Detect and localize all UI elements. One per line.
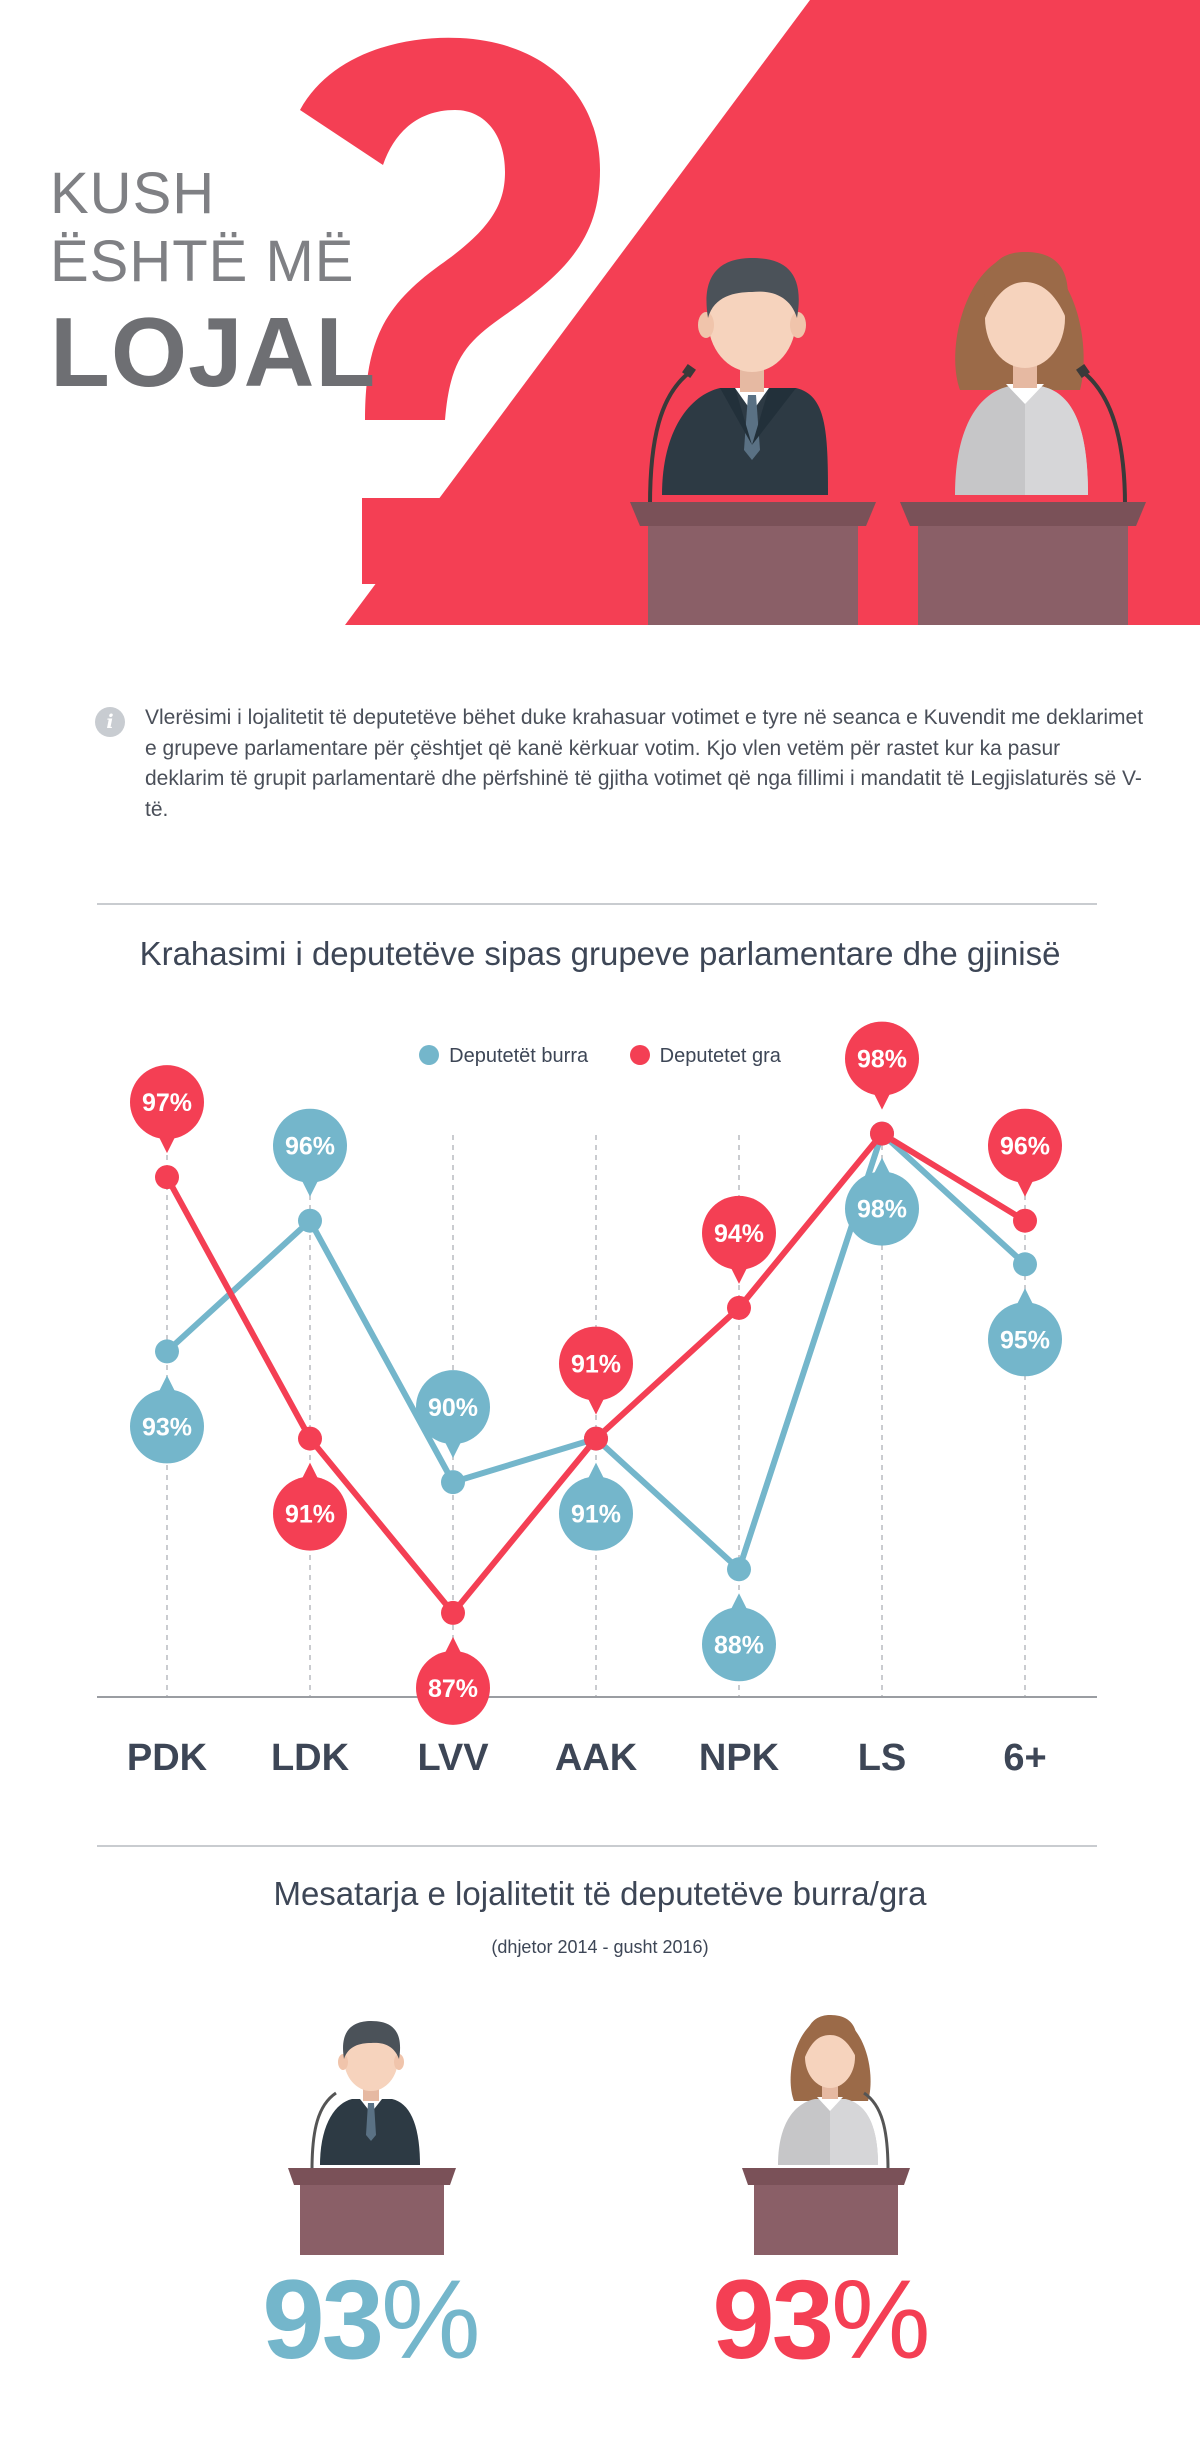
legend-label-women: Deputetet gra bbox=[659, 1045, 781, 1068]
value-bubble-men bbox=[702, 1607, 776, 1682]
legend-swatch-men bbox=[419, 1045, 440, 1066]
value-bubble-women bbox=[845, 1021, 919, 1096]
x-tick-label: 6+ bbox=[1003, 1737, 1046, 1779]
intro-text: Vlerësimi i lojalitetit të deputetëve bë… bbox=[145, 706, 1144, 821]
x-tick-label: LS bbox=[858, 1737, 907, 1779]
average-women-number: 93 bbox=[712, 2257, 834, 2382]
legend-item-women: Deputetet gra bbox=[629, 1045, 781, 1068]
data-label-women: 94% bbox=[714, 1220, 764, 1248]
podium-left-icon bbox=[630, 502, 876, 625]
legend-swatch-women bbox=[629, 1045, 650, 1066]
data-label-men: 95% bbox=[1000, 1326, 1050, 1354]
woman-small-icon bbox=[742, 2015, 910, 2255]
data-point-men bbox=[155, 1339, 179, 1364]
x-tick-label: NPK bbox=[699, 1737, 780, 1779]
value-bubble-men bbox=[845, 1171, 919, 1246]
data-label-men: 91% bbox=[571, 1501, 621, 1529]
hero-title-line-1: KUSH bbox=[50, 161, 216, 226]
podium-right-icon bbox=[900, 502, 1146, 625]
data-label-men: 93% bbox=[142, 1413, 192, 1441]
chart-title: Krahasimi i deputetëve sipas grupeve par… bbox=[139, 935, 1061, 972]
value-bubble-women bbox=[988, 1108, 1062, 1183]
average-women-value: 93% bbox=[690, 2255, 950, 2385]
legend-item-men: Deputetët burra bbox=[419, 1045, 588, 1068]
info-icon: i bbox=[95, 707, 125, 737]
woman-speaker-icon bbox=[955, 252, 1088, 495]
data-label-men: 90% bbox=[428, 1394, 478, 1422]
data-point-men bbox=[298, 1208, 322, 1233]
question-mark-icon bbox=[300, 37, 600, 420]
averages-title: Mesatarja e lojalitetit të deputetëve bu… bbox=[273, 1875, 927, 1912]
x-tick-label: AAK bbox=[555, 1737, 638, 1779]
chart-legend: Deputetët burra Deputetet gra bbox=[0, 1045, 1200, 1068]
data-point-men bbox=[441, 1470, 465, 1495]
data-label-women: 96% bbox=[1000, 1133, 1050, 1161]
hero-banner: KUSH ËSHTË MË LOJAL bbox=[0, 0, 1200, 625]
value-bubble-men bbox=[416, 1370, 490, 1445]
average-men-value: 93% bbox=[240, 2255, 500, 2385]
data-label-women: 91% bbox=[285, 1501, 335, 1529]
average-women-percent: % bbox=[830, 2257, 931, 2382]
data-point-women bbox=[727, 1295, 751, 1320]
section-divider bbox=[97, 1845, 1097, 1847]
x-tick-label: LVV bbox=[417, 1737, 489, 1779]
value-bubble-women bbox=[273, 1476, 347, 1551]
data-label-men: 98% bbox=[857, 1196, 907, 1224]
question-mark-dot bbox=[362, 498, 448, 584]
legend-label-men: Deputetët burra bbox=[449, 1045, 589, 1068]
data-point-women bbox=[298, 1426, 322, 1451]
averages-subtitle: (dhjetor 2014 - gusht 2016) bbox=[491, 1937, 709, 1957]
section-divider bbox=[97, 903, 1097, 905]
value-bubble-women bbox=[559, 1326, 633, 1401]
data-point-men bbox=[727, 1557, 751, 1582]
data-label-women: 97% bbox=[142, 1089, 192, 1117]
data-label-women: 87% bbox=[428, 1675, 478, 1703]
average-men-percent: % bbox=[380, 2257, 481, 2382]
hero-illustration bbox=[300, 0, 1200, 625]
data-point-women bbox=[441, 1600, 465, 1625]
x-tick-label: LDK bbox=[271, 1737, 350, 1779]
data-point-women bbox=[1013, 1208, 1037, 1233]
data-label-men: 96% bbox=[285, 1133, 335, 1161]
x-tick-label: PDK bbox=[127, 1737, 208, 1779]
line-chart: 93% 96% 90% 91% 88% 98% 95% 97% 91% 87% 91% 94% 98% 9… bbox=[97, 1021, 1097, 1779]
value-bubble-men bbox=[273, 1108, 347, 1183]
hero-title-line-2: ËSHTË MË bbox=[50, 229, 355, 294]
value-bubble-women bbox=[702, 1195, 776, 1270]
hero-title-line-3: LOJAL bbox=[50, 297, 377, 407]
man-small-icon bbox=[288, 2021, 456, 2255]
value-bubble-women bbox=[416, 1650, 490, 1725]
data-label-women: 91% bbox=[571, 1351, 621, 1379]
average-men-number: 93 bbox=[262, 2257, 384, 2382]
value-bubble-men bbox=[559, 1476, 633, 1551]
value-bubble-men bbox=[130, 1389, 204, 1464]
data-point-women bbox=[870, 1121, 894, 1146]
averages-illustration bbox=[288, 2015, 910, 2255]
data-point-women bbox=[155, 1165, 179, 1190]
data-point-women bbox=[584, 1426, 608, 1451]
data-label-men: 88% bbox=[714, 1631, 764, 1659]
value-bubble-women bbox=[130, 1065, 204, 1140]
data-label-women: 98% bbox=[857, 1046, 907, 1074]
man-speaker-icon bbox=[662, 258, 828, 495]
data-point-men bbox=[1013, 1252, 1037, 1277]
value-bubble-men bbox=[988, 1302, 1062, 1377]
